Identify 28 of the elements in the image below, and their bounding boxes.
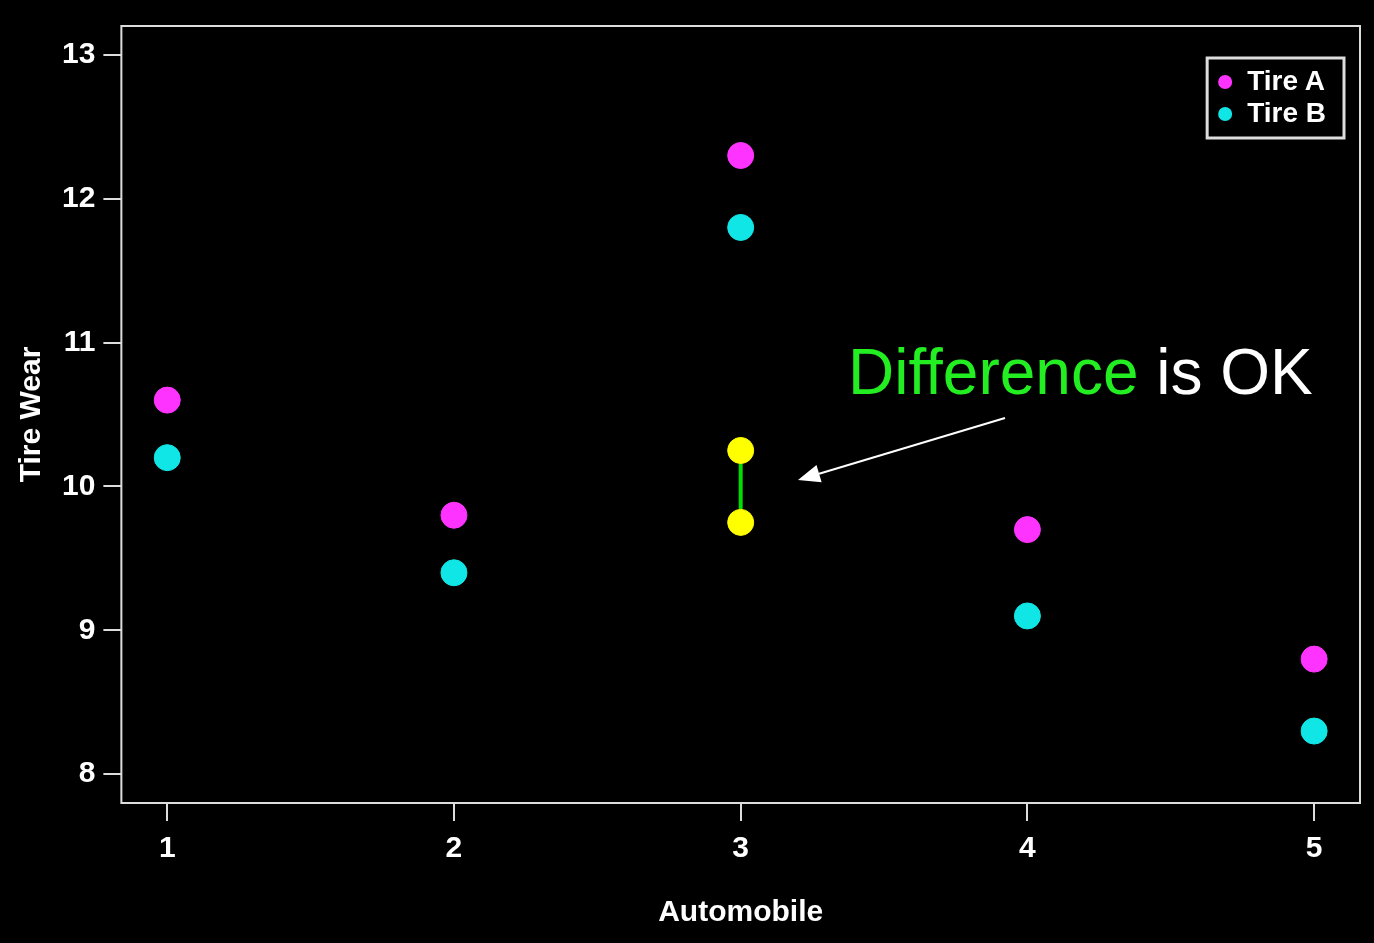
x-tick-label: 4 bbox=[1019, 830, 1037, 864]
point bbox=[440, 559, 468, 587]
x-tick-label: 1 bbox=[158, 830, 176, 864]
y-tick-label: 9 bbox=[78, 611, 96, 645]
point bbox=[727, 508, 755, 536]
point bbox=[153, 386, 181, 414]
legend-label: Tire A bbox=[1247, 64, 1325, 96]
y-tick-label: 10 bbox=[61, 467, 96, 501]
y-tick-label: 11 bbox=[63, 323, 96, 357]
point bbox=[153, 444, 181, 472]
point bbox=[1013, 602, 1041, 630]
y-axis-title: Tire Wear bbox=[13, 346, 47, 483]
point bbox=[1013, 516, 1041, 544]
y-tick-label: 13 bbox=[61, 36, 96, 70]
point bbox=[727, 436, 755, 464]
legend-label: Tire B bbox=[1247, 96, 1327, 128]
point bbox=[727, 142, 755, 169]
x-axis-title: Automobile bbox=[658, 894, 824, 928]
x-tick-label: 2 bbox=[445, 830, 463, 864]
point bbox=[1300, 717, 1328, 745]
x-tick-label: 3 bbox=[732, 830, 750, 864]
point bbox=[440, 501, 468, 529]
x-tick-label: 5 bbox=[1305, 830, 1323, 864]
annotation: Difference is OK bbox=[848, 335, 1313, 409]
point bbox=[727, 213, 755, 241]
y-tick-label: 12 bbox=[61, 179, 96, 213]
y-tick-label: 8 bbox=[78, 755, 96, 789]
point bbox=[1300, 645, 1328, 673]
